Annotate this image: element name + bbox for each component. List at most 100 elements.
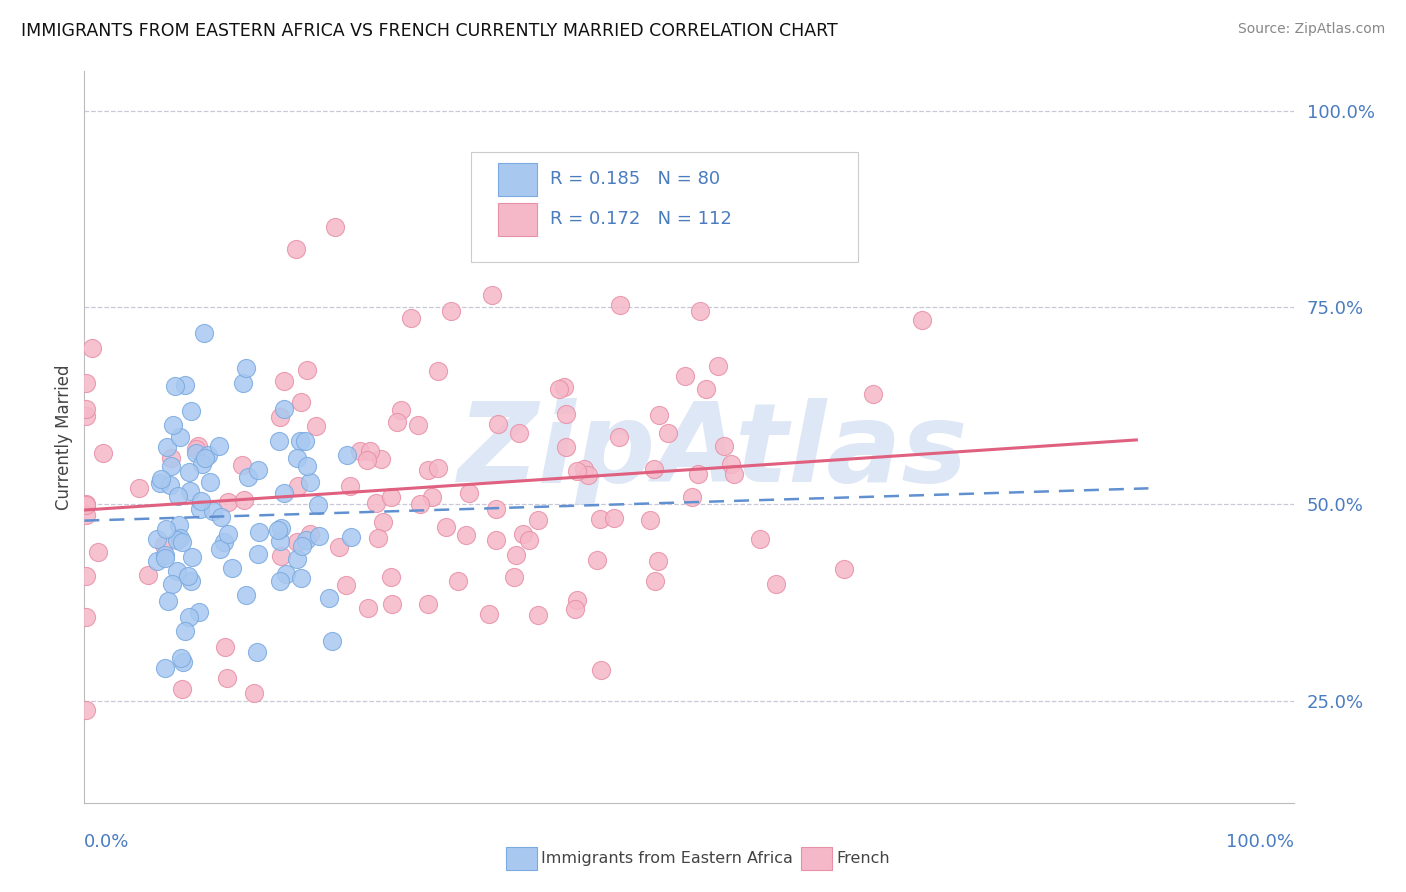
Point bbox=[418, 598, 440, 612]
Point bbox=[246, 547, 269, 561]
Point bbox=[681, 490, 703, 504]
Point bbox=[75, 569, 97, 583]
Point bbox=[484, 533, 506, 547]
Point bbox=[217, 526, 239, 541]
Point bbox=[339, 530, 361, 544]
Point bbox=[380, 490, 402, 504]
Point bbox=[91, 446, 114, 460]
Point bbox=[273, 402, 295, 417]
Point bbox=[695, 383, 717, 397]
Point bbox=[298, 527, 321, 541]
Point bbox=[609, 298, 631, 312]
Point bbox=[713, 439, 735, 453]
Point bbox=[172, 655, 194, 669]
Point bbox=[166, 533, 188, 548]
Point bbox=[607, 430, 630, 444]
Point bbox=[269, 574, 291, 588]
Point bbox=[589, 512, 612, 526]
Point bbox=[367, 531, 389, 545]
Point bbox=[198, 475, 221, 490]
Point bbox=[370, 452, 392, 467]
Point bbox=[163, 379, 186, 393]
Point bbox=[184, 442, 207, 456]
Point bbox=[188, 502, 211, 516]
FancyBboxPatch shape bbox=[498, 163, 537, 195]
Point bbox=[290, 540, 312, 554]
Point bbox=[723, 467, 745, 482]
Point bbox=[287, 479, 309, 493]
Point bbox=[75, 508, 97, 522]
Point bbox=[180, 404, 202, 418]
Point bbox=[517, 533, 540, 547]
Point bbox=[707, 359, 730, 373]
Point bbox=[911, 313, 934, 327]
Point bbox=[364, 495, 387, 509]
Point bbox=[208, 541, 231, 556]
Point bbox=[155, 551, 177, 566]
Point bbox=[381, 598, 404, 612]
Point bbox=[75, 409, 97, 424]
Point bbox=[235, 588, 257, 602]
Point bbox=[765, 577, 787, 591]
Point bbox=[328, 541, 350, 555]
Point bbox=[188, 605, 211, 619]
Point bbox=[553, 380, 575, 394]
Point bbox=[508, 425, 530, 440]
Point bbox=[269, 534, 291, 549]
Point bbox=[576, 467, 599, 482]
Point bbox=[602, 511, 624, 525]
Text: R = 0.172   N = 112: R = 0.172 N = 112 bbox=[550, 211, 731, 228]
Point bbox=[235, 360, 257, 375]
Point bbox=[643, 462, 665, 476]
Point bbox=[270, 521, 292, 535]
Point bbox=[447, 574, 470, 588]
Point bbox=[162, 418, 184, 433]
Point bbox=[547, 382, 569, 396]
Point bbox=[689, 303, 711, 318]
Point bbox=[585, 553, 607, 567]
Point bbox=[179, 610, 201, 624]
Point bbox=[246, 645, 269, 659]
Point bbox=[564, 602, 586, 616]
Point bbox=[167, 489, 190, 503]
Point bbox=[269, 409, 291, 424]
Text: ZipAtlas: ZipAtlas bbox=[458, 398, 969, 505]
Point bbox=[194, 451, 217, 466]
Point bbox=[512, 527, 534, 541]
Point bbox=[75, 610, 97, 624]
Point bbox=[287, 535, 309, 549]
Point bbox=[422, 490, 444, 504]
Point bbox=[208, 439, 231, 453]
Point bbox=[212, 535, 235, 549]
Point bbox=[748, 532, 770, 546]
Point bbox=[186, 446, 208, 460]
Point bbox=[638, 513, 661, 527]
Point bbox=[389, 403, 412, 417]
Point bbox=[75, 703, 97, 717]
Point bbox=[274, 567, 297, 582]
Point bbox=[555, 440, 578, 454]
Point bbox=[409, 497, 432, 511]
Point bbox=[179, 466, 201, 480]
Point bbox=[215, 671, 238, 685]
Text: French: French bbox=[837, 852, 890, 866]
Point bbox=[648, 408, 671, 422]
Text: Source: ZipAtlas.com: Source: ZipAtlas.com bbox=[1237, 22, 1385, 37]
Point bbox=[503, 569, 526, 583]
Point bbox=[155, 522, 177, 536]
Point bbox=[285, 551, 308, 566]
Text: IMMIGRANTS FROM EASTERN AFRICA VS FRENCH CURRENTLY MARRIED CORRELATION CHART: IMMIGRANTS FROM EASTERN AFRICA VS FRENCH… bbox=[21, 22, 838, 40]
Point bbox=[128, 481, 150, 495]
Point bbox=[174, 624, 197, 639]
Point bbox=[304, 419, 326, 434]
Point bbox=[190, 494, 212, 508]
Point bbox=[270, 549, 292, 563]
Point bbox=[193, 326, 215, 340]
Point bbox=[170, 682, 193, 697]
Point bbox=[246, 462, 269, 476]
Point bbox=[209, 509, 232, 524]
Point bbox=[307, 498, 329, 512]
Point bbox=[75, 376, 97, 390]
Point bbox=[336, 448, 359, 462]
Point bbox=[75, 498, 97, 512]
